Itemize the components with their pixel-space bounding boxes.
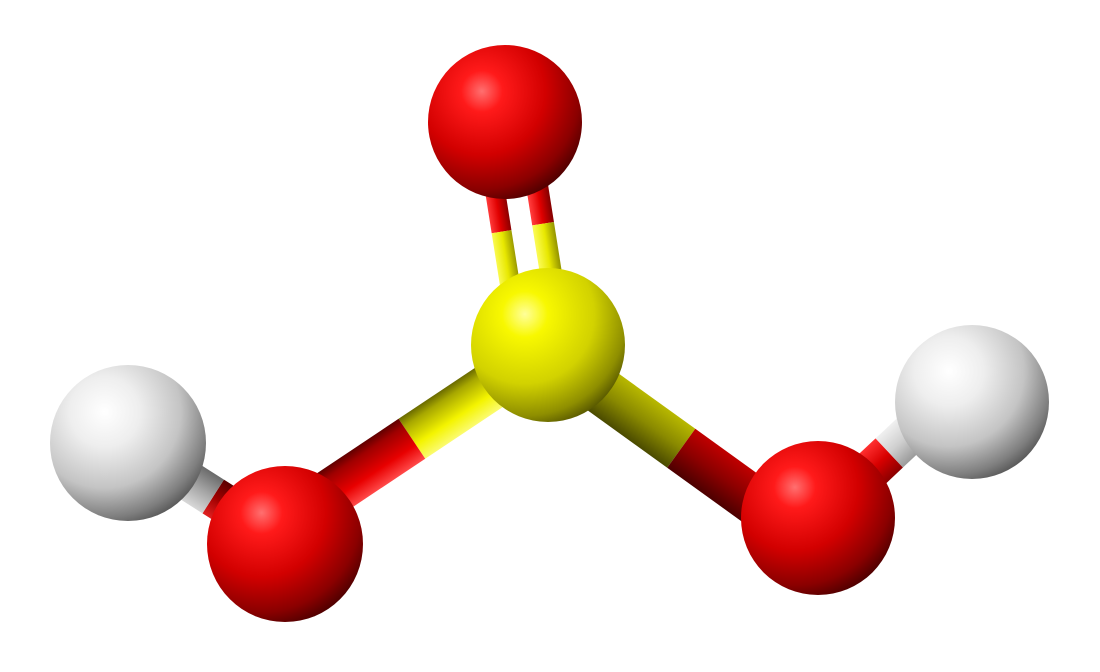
sulfur-atom (471, 268, 625, 422)
hydrogen-atom-right (895, 325, 1049, 479)
oxygen-atom-right (741, 441, 895, 595)
hydrogen-atom-left (50, 365, 206, 521)
oxygen-atom-left (207, 466, 363, 622)
oxygen-atom-top (428, 45, 582, 199)
